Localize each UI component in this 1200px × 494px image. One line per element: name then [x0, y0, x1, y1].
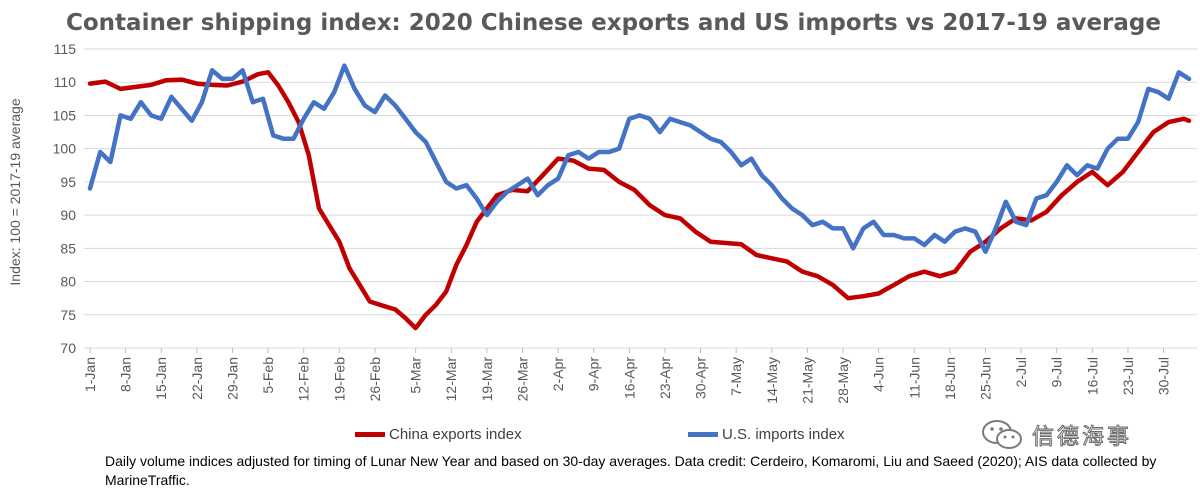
x-tick-label: 12-Feb [296, 357, 312, 402]
wechat-icon [982, 420, 1022, 449]
x-tick-label: 29-Jan [224, 357, 240, 400]
x-tick-label: 19-Mar [479, 357, 495, 402]
legend-swatch-us [688, 431, 718, 437]
x-tick-label: 2-Apr [550, 357, 566, 392]
x-tick-label: 16-Jul [1084, 357, 1100, 395]
y-tick-label: 75 [60, 307, 76, 323]
x-tick-label: 5-Mar [408, 357, 424, 394]
legend-label-china: China exports index [389, 425, 522, 443]
x-tick-label: 14-May [764, 357, 780, 404]
y-axis-ticks: 70 75 80 85 90 95 100 105 110 115 [53, 41, 77, 356]
series-line-china-exports [87, 70, 1192, 331]
x-axis: 1-Jan 8-Jan 15-Jan 22-Jan 29-Jan 5-Feb 12-Feb 1… [82, 348, 1172, 404]
chart-title: Container shipping index: 2020 Chinese e… [66, 10, 1161, 36]
x-tick-label: 12-Mar [443, 357, 459, 402]
x-tick-label: 23-Apr [657, 357, 673, 399]
x-tick-label: 21-May [799, 357, 815, 404]
x-tick-label: 9-Apr [586, 357, 602, 392]
legend-swatch-china [355, 431, 385, 437]
x-tick-label: 16-Apr [621, 357, 637, 399]
chart-caption: Daily volume indices adjusted for timing… [105, 453, 1157, 488]
y-tick-label: 100 [53, 141, 77, 157]
x-tick-label: 28-May [835, 357, 851, 404]
series-line-us-imports [87, 63, 1192, 254]
watermark: 信德海事 [980, 418, 1190, 452]
x-tick-label: 9-Jul [1049, 357, 1065, 387]
x-tick-label: 30-Jul [1156, 357, 1172, 395]
x-tick-label: 25-Jun [977, 357, 993, 400]
x-tick-label: 8-Jan [118, 357, 134, 392]
x-tick-label: 30-Apr [693, 357, 709, 399]
y-tick-label: 70 [60, 340, 76, 356]
x-tick-label: 26-Feb [367, 357, 383, 402]
line-chart: 70 75 80 85 90 95 100 105 110 115 1-Jan 8-Jan 15-Ja… [7, 41, 1197, 404]
watermark-text: 信德海事 [1031, 425, 1133, 451]
y-tick-label: 85 [60, 240, 76, 256]
legend-item-china: China exports index [355, 424, 522, 444]
x-tick-label: 1-Jan [82, 357, 98, 392]
x-tick-label: 4-Jun [871, 357, 887, 392]
x-tick-label: 7-May [728, 357, 744, 396]
legend-item-us: U.S. imports index [688, 424, 845, 444]
x-tick-label: 11-Jun [906, 357, 922, 399]
y-tick-label: 80 [60, 274, 76, 290]
y-tick-label: 95 [60, 174, 76, 190]
y-tick-label: 90 [60, 207, 76, 223]
x-tick-label: 26-Mar [514, 357, 530, 402]
y-tick-label: 115 [54, 41, 77, 57]
x-tick-label: 19-Feb [331, 357, 347, 402]
x-tick-label: 22-Jan [189, 357, 205, 400]
y-axis-label: Index: 100 = 2017-19 average [7, 98, 23, 285]
x-tick-label: 15-Jan [153, 357, 169, 400]
legend-label-us: U.S. imports index [722, 425, 845, 443]
x-tick-label: 18-Jun [942, 357, 958, 400]
x-tick-label: 5-Feb [260, 357, 276, 394]
y-tick-label: 110 [54, 74, 77, 90]
series-group [87, 63, 1192, 331]
x-tick-label: 23-Jul [1120, 357, 1136, 395]
y-tick-label: 105 [53, 107, 77, 123]
x-tick-label: 2-Jul [1013, 357, 1029, 387]
